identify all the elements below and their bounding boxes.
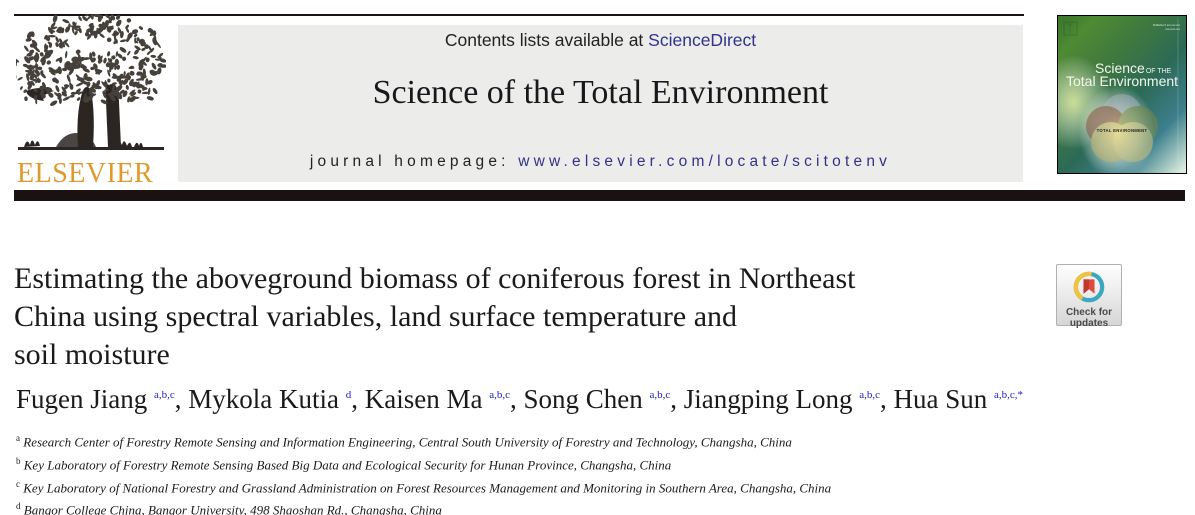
svg-text:TOTAL ENVIRONMENT: TOTAL ENVIRONMENT [1097,128,1148,133]
svg-text:Publisher X.xxx.xxx.xxx: Publisher X.xxx.xxx.xxx [1153,23,1181,27]
svg-text:xxx-xxxx-xxx: xxx-xxxx-xxx [1165,28,1180,31]
svg-text:Total Environment: Total Environment [1066,73,1178,89]
